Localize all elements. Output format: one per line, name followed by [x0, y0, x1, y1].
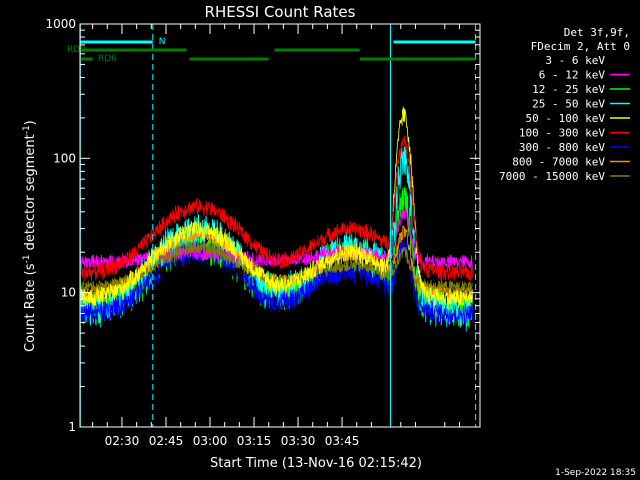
x-tick-label: 02:30: [105, 434, 140, 448]
legend-entry-label: 100 - 300 keV: [519, 127, 605, 140]
x-tick-label: 03:00: [193, 434, 228, 448]
legend: Det 3f,9f,FDecim 2, Att 03 - 6 keV 6 - 12…: [499, 26, 630, 183]
y-axis-label-part-3: ): [23, 120, 38, 125]
series-line-50-100kev: [80, 106, 473, 310]
y-axis-label-sup-1: -1: [22, 254, 32, 263]
y-axis-label-sup-2: -1: [22, 125, 32, 134]
y-tick-label: 100: [53, 151, 76, 165]
flag-bars-layer: N RD0 RD6: [67, 37, 476, 64]
legend-entry-label: 300 - 800 keV: [519, 141, 605, 154]
legend-entry-label: 800 - 7000 keV: [512, 156, 605, 169]
y-tick-label: 10: [61, 286, 76, 300]
legend-entry-label: 12 - 25 keV: [532, 83, 605, 96]
y-axis-label-part-1: Count Rate (s: [23, 263, 38, 352]
axes-layer: 1 10 100 1000 02:30 02:45 03:00 03:15 03:30 03:45: [45, 17, 480, 448]
flag-label-rd0: RD0: [67, 45, 86, 55]
series-line-100-300kev: [80, 135, 473, 282]
x-tick-label: 03:30: [281, 434, 316, 448]
legend-entry-label: 50 - 100 keV: [526, 112, 606, 125]
legend-header-line: Det 3f,9f,: [564, 26, 630, 39]
y-tick-label: 1: [68, 420, 76, 434]
plot-frame: [79, 23, 481, 428]
legend-header-line: FDecim 2, Att 0: [531, 40, 630, 53]
x-tick-label: 02:45: [149, 434, 184, 448]
legend-entry-label: 7000 - 15000 keV: [499, 170, 605, 183]
flag-label-n: N: [159, 37, 166, 47]
series-line-300-800kev: [80, 236, 473, 325]
x-tick-label: 03:45: [325, 434, 360, 448]
chart-title: RHESSI Count Rates: [205, 3, 356, 21]
y-axis-label: Count Rate (s-1 detector segment-1): [22, 120, 38, 352]
y-axis-label-part-2: detector segment: [23, 134, 38, 254]
legend-entry-label: 25 - 50 keV: [532, 98, 605, 111]
flag-label-rd6: RD6: [98, 54, 117, 64]
footer-date: 1-Sep-2022 18:35: [555, 468, 636, 478]
legend-entry-label: 3 - 6 keV: [545, 54, 605, 67]
x-tick-label: 03:15: [237, 434, 272, 448]
x-axis-label: Start Time (13-Nov-16 02:15:42): [210, 456, 422, 471]
legend-entry-label: 6 - 12 keV: [539, 69, 606, 82]
y-tick-label: 1000: [45, 17, 76, 31]
